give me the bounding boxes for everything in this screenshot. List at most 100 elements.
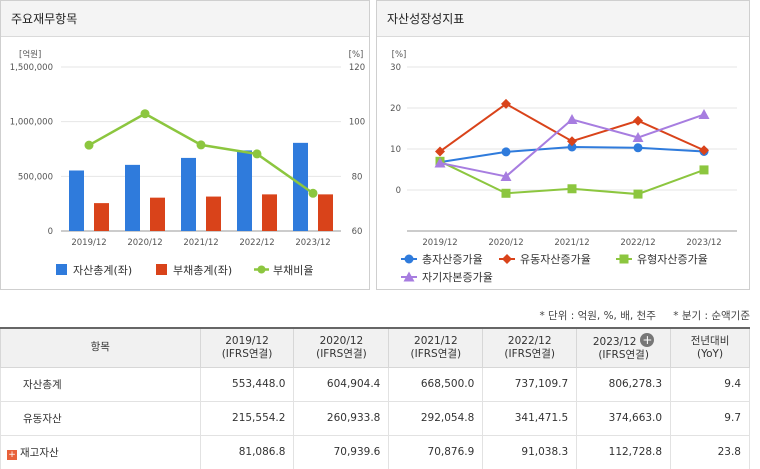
col-std: (IFRS연결): [504, 347, 556, 360]
bar-total-liabilities: [318, 194, 333, 231]
row-label: 유동자산: [0, 400, 201, 436]
col-std: (IFRS연결): [316, 347, 367, 360]
bar-total-liabilities: [94, 203, 109, 231]
legend-swatch: [156, 264, 167, 275]
x-tick-label: 2022/12: [620, 238, 655, 248]
x-tick-label: 2020/12: [127, 238, 162, 248]
bar-total-liabilities: [150, 197, 165, 231]
y-tick-label: 0: [396, 186, 401, 196]
x-tick-label: 2021/12: [554, 238, 589, 248]
legend-swatch: [502, 254, 512, 264]
cell-value: 70,939.6: [293, 434, 390, 469]
right-axis-unit: [%]: [349, 50, 364, 60]
current-assets-growth-point: [435, 146, 445, 157]
cell-value: 112,728.8: [576, 434, 672, 469]
col-header-2021: 2021/12 (IFRS연결): [388, 327, 484, 368]
debt-ratio-point: [140, 109, 150, 119]
col-header-2019: 2019/12 (IFRS연결): [199, 327, 295, 368]
left-axis-unit: [억원]: [19, 49, 41, 60]
row-label-expandable[interactable]: + 재고자산: [0, 434, 201, 469]
table-row: 유동자산 215,554.2 260,933.8 292,054.8 341,4…: [0, 400, 750, 436]
table-notes: * 단위 : 억원, %, 배, 천주 * 분기 : 순액기준: [525, 308, 750, 323]
debt-ratio-point: [84, 140, 94, 150]
bar-total-liabilities: [206, 196, 221, 231]
left-tick-label: 500,000: [18, 172, 53, 182]
left-tick-label: 0: [48, 227, 53, 237]
legend-label: 총자산증가율: [422, 253, 483, 266]
col-year: 2022/12: [507, 334, 552, 347]
debt-ratio-point: [308, 188, 318, 198]
col-year: 2023/12: [592, 336, 637, 349]
cell-value: 70,876.9: [388, 434, 484, 469]
growth-indicators-panel: 자산성장성지표 [%] 0 10 20 30 2019/12 2020/12 2021/12 2…: [376, 0, 750, 290]
debt-ratio-line: [88, 112, 314, 195]
left-tick-label: 1,500,000: [10, 63, 53, 73]
legend-label: 자기자본증가율: [422, 271, 493, 284]
legend-label: 유형자산증가율: [637, 253, 708, 266]
col-header-2020: 2020/12 (IFRS연결): [293, 327, 390, 368]
x-tick-label: 2023/12: [295, 238, 330, 248]
cell-value: 737,109.7: [482, 366, 578, 402]
legend-label: 부채총계(좌): [173, 264, 232, 277]
bar-total-assets: [125, 164, 140, 231]
growth-indicators-chart: [%] 0 10 20 30 2019/12 2020/12 2021/12 2022/12 20…: [390, 50, 737, 284]
y-axis-unit: [%]: [392, 50, 407, 60]
total-assets-growth-point: [567, 142, 577, 152]
cell-value: 81,086.8: [199, 434, 295, 469]
bar-total-assets: [293, 142, 308, 231]
x-tick-label: 2022/12: [239, 238, 274, 248]
current-assets-growth-point: [501, 98, 511, 109]
unit-note: * 단위 : 억원, %, 배, 천주: [539, 310, 656, 322]
col-header-2023: 2023/12 + (IFRS연결): [576, 327, 672, 368]
right-tick-label: 100: [349, 118, 365, 128]
cell-value: 341,471.5: [482, 400, 578, 436]
add-column-icon[interactable]: +: [640, 333, 655, 348]
col-year: 2019/12: [225, 334, 269, 347]
cell-value: 553,448.0: [199, 366, 295, 402]
col-std: (IFRS연결): [598, 349, 649, 362]
col-year: 2021/12: [414, 334, 458, 347]
current-assets-growth-point: [567, 136, 577, 147]
col-header-2022: 2022/12 (IFRS연결): [482, 327, 578, 368]
col-year: 2020/12: [319, 334, 364, 347]
legend-label: 자산총계(좌): [73, 264, 132, 277]
current-assets-growth-point: [699, 145, 709, 156]
right-tick-label: 60: [352, 227, 363, 237]
table-row: + 재고자산 81,086.8 70,939.6 70,876.9 91,038.…: [0, 434, 750, 469]
y-tick-label: 20: [390, 104, 401, 114]
row-label: 재고자산: [20, 446, 59, 459]
equity-growth-point: [698, 109, 710, 120]
cell-value: 260,933.8: [293, 400, 390, 436]
legend-swatch: [619, 254, 629, 264]
legend-swatch: [257, 265, 266, 274]
financial-items-chart: [억원] [%] 0 60 500,000 80 1,000,000 100 1,500,000…: [10, 49, 365, 277]
y-tick-label: 10: [390, 145, 401, 155]
financial-items-panel: 주요재무항목 [억원] [%] 0 60 500,000 80 1,000,000 100 1,…: [0, 0, 370, 290]
yoy-header-line1: 전년대비: [690, 334, 730, 347]
legend-label: 부채비율: [273, 264, 313, 277]
table-header-row: 항목 2019/12 (IFRS연결) 2020/12 (IFRS연결) 2021/…: [0, 327, 750, 368]
bar-total-liabilities: [262, 194, 277, 231]
cell-value: 292,054.8: [388, 400, 484, 436]
x-tick-label: 2023/12: [686, 238, 721, 248]
equity-growth-point: [500, 170, 512, 181]
tangible-assets-growth-point: [699, 165, 709, 175]
col-std: (IFRS연결): [221, 347, 273, 360]
right-tick-label: 80: [352, 172, 363, 182]
cell-value: 604,904.4: [293, 366, 390, 402]
debt-ratio-point: [196, 140, 206, 150]
current-assets-growth-point: [633, 115, 643, 126]
bar-total-assets: [237, 150, 252, 231]
expand-icon[interactable]: +: [7, 449, 17, 460]
cell-value: 215,554.2: [199, 400, 295, 436]
x-tick-label: 2021/12: [183, 238, 218, 248]
x-tick-label: 2019/12: [71, 238, 106, 248]
x-tick-label: 2020/12: [488, 238, 523, 248]
item-header: 항목: [0, 327, 201, 368]
equity-growth-point: [632, 132, 644, 143]
legend-swatch: [56, 264, 67, 275]
legend-label: 유동자산증가율: [520, 253, 591, 266]
row-label: 자산총계: [0, 366, 201, 402]
tangible-assets-growth-point: [567, 184, 577, 194]
tangible-assets-growth-point: [633, 189, 643, 199]
